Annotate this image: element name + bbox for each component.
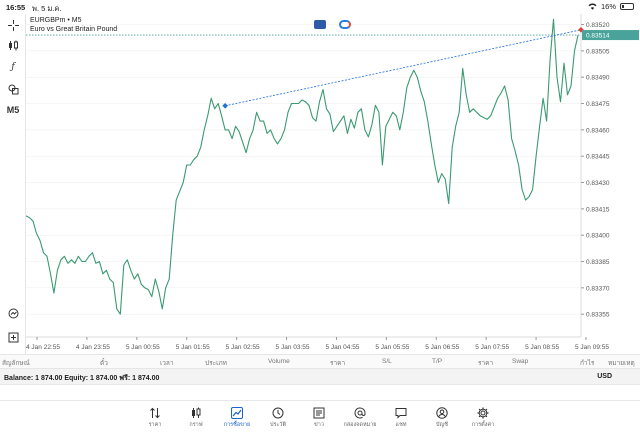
chart-toolbar: ƒ M5: [0, 14, 26, 354]
battery-icon: [620, 3, 634, 10]
chart-type-icon[interactable]: [0, 36, 26, 54]
symbol-description: Euro vs Great Britain Pound: [30, 26, 118, 33]
y-tick-label: 0.83355: [586, 312, 610, 319]
y-tick-label: 0.83445: [586, 154, 610, 161]
trendline-anchor-start: [222, 102, 228, 109]
x-tick-label: 5 Jan 02:55: [226, 344, 260, 351]
status-bar: 16:55 พ. 5 ม.ค. 16%: [0, 0, 640, 14]
account-icon: [436, 407, 448, 419]
symbol-info: EURGBPm • M5 Euro vs Great Britain Pound: [30, 16, 117, 34]
tab-label: กล่องจดหมาย: [343, 422, 377, 428]
x-tick-label: 5 Jan 07:55: [475, 344, 509, 351]
indicators-icon[interactable]: ƒ: [11, 62, 15, 72]
gear-icon: [477, 407, 489, 419]
tab-label: การตั้งค่า: [471, 422, 495, 428]
trendline: [225, 29, 582, 107]
x-tick-label: 4 Jan 22:55: [26, 344, 60, 351]
x-tick-label: 5 Jan 00:55: [126, 344, 160, 351]
tab-trade[interactable]: การซื้อขาย: [217, 407, 257, 439]
zoom-icon[interactable]: [0, 304, 26, 322]
balance-currency: USD: [597, 373, 612, 380]
x-tick-label: 5 Jan 01:55: [176, 344, 210, 351]
objects-icon[interactable]: [0, 80, 26, 98]
at-sign-icon: [354, 407, 366, 419]
column-header: Volume: [268, 358, 290, 365]
y-tick-label: 0.83460: [586, 127, 610, 134]
battery-percent: 16%: [600, 2, 616, 11]
y-tick-label: 0.83430: [586, 180, 610, 187]
tab-label: ประวัติ: [269, 422, 287, 428]
trade-columns-header: สัญลักษณ์ ตั๋ว เวลา ประเภท Volume ราคา S…: [0, 354, 640, 368]
column-header: ประเภท: [205, 360, 227, 367]
chat-icon: [395, 408, 407, 419]
tab-mailbox[interactable]: กล่องจดหมาย: [340, 407, 380, 439]
y-tick-label: 0.83475: [586, 101, 610, 108]
wifi-icon: [588, 3, 597, 10]
x-tick-label: 5 Jan 06:55: [425, 344, 459, 351]
column-header: ราคา: [330, 360, 346, 367]
one-click-trading-icon[interactable]: [339, 20, 351, 29]
y-tick-label: 0.83370: [586, 285, 610, 292]
status-right: 16%: [588, 2, 634, 11]
tab-label: ราคา: [148, 422, 162, 428]
tab-charts[interactable]: กราฟ: [176, 407, 216, 439]
tab-label: แชท: [395, 422, 407, 428]
flag-icon[interactable]: [314, 20, 326, 29]
column-header: T/P: [432, 358, 443, 365]
x-tick-label: 5 Jan 04:55: [325, 344, 359, 351]
chart-canvas: 0.83520 0.83505 0.83490 0.83475 0.83460 0.834…: [25, 14, 639, 351]
x-tick-label: 4 Jan 23:55: [76, 344, 110, 351]
arrows-updown-icon: [150, 407, 160, 419]
y-tick-label: 0.83385: [586, 259, 610, 266]
tab-news[interactable]: ข่าว: [299, 407, 339, 439]
crosshair-icon[interactable]: [0, 16, 26, 34]
x-tick-label: 5 Jan 03:55: [276, 344, 310, 351]
column-header: Swap: [512, 358, 529, 365]
candles-icon: [192, 407, 201, 418]
column-header: หมายเหตุ: [608, 360, 635, 367]
column-header: สัญลักษณ์: [2, 360, 30, 367]
symbol-name: EURGBPm • M5: [30, 17, 82, 24]
tab-history[interactable]: ประวัติ: [258, 407, 298, 439]
tab-label: กราฟ: [189, 422, 203, 428]
price-chart[interactable]: EURGBPm • M5 Euro vs Great Britain Pound…: [25, 14, 640, 354]
y-tick-label: 0.83415: [586, 206, 610, 213]
status-date: พ. 5 ม.ค.: [32, 4, 62, 13]
add-icon[interactable]: [0, 328, 26, 346]
balance-text: Balance: 1 874.00 Equity: 1 874.00 ฟรี: …: [4, 375, 160, 382]
tab-settings[interactable]: การตั้งค่า: [463, 407, 503, 439]
price-series-line: [25, 18, 579, 315]
timeframe-button[interactable]: M5: [6, 105, 20, 115]
balance-bar: Balance: 1 874.00 Equity: 1 874.00 ฟรี: …: [0, 368, 640, 385]
x-tick-label: 5 Jan 05:55: [375, 344, 409, 351]
y-tick-label: 0.83520: [586, 22, 610, 29]
column-header: กำไร: [580, 360, 595, 367]
y-tick-label: 0.83505: [586, 48, 610, 55]
tab-label: การซื้อขาย: [223, 422, 251, 428]
status-time: 16:55: [6, 3, 26, 12]
news-icon: [313, 407, 325, 419]
column-header: ราคา: [478, 360, 494, 367]
tab-label: ข่าว: [314, 422, 324, 428]
y-tick-label: 0.83490: [586, 75, 610, 82]
column-header: เวลา: [160, 360, 174, 367]
tab-label: บัญชี: [436, 422, 448, 428]
tab-quotes[interactable]: ราคา: [135, 407, 175, 439]
tab-chat[interactable]: แชท: [381, 407, 421, 439]
x-tick-label: 5 Jan 08:55: [525, 344, 559, 351]
trade-chart-icon: [231, 407, 243, 419]
current-price-label: 0.83514: [586, 33, 610, 40]
x-tick-label: 5 Jan 09:55: [575, 344, 609, 351]
column-header: ตั๋ว: [100, 360, 108, 367]
tab-accounts[interactable]: บัญชี: [422, 407, 462, 439]
bottom-tab-bar: ราคา กราฟ การซื้อขาย ประวัติ ข่าว กล่องจ…: [0, 400, 640, 447]
current-price-tag: [582, 30, 639, 41]
y-tick-label: 0.83400: [586, 233, 610, 240]
history-clock-icon: [272, 407, 284, 419]
column-header: S/L: [382, 358, 392, 365]
